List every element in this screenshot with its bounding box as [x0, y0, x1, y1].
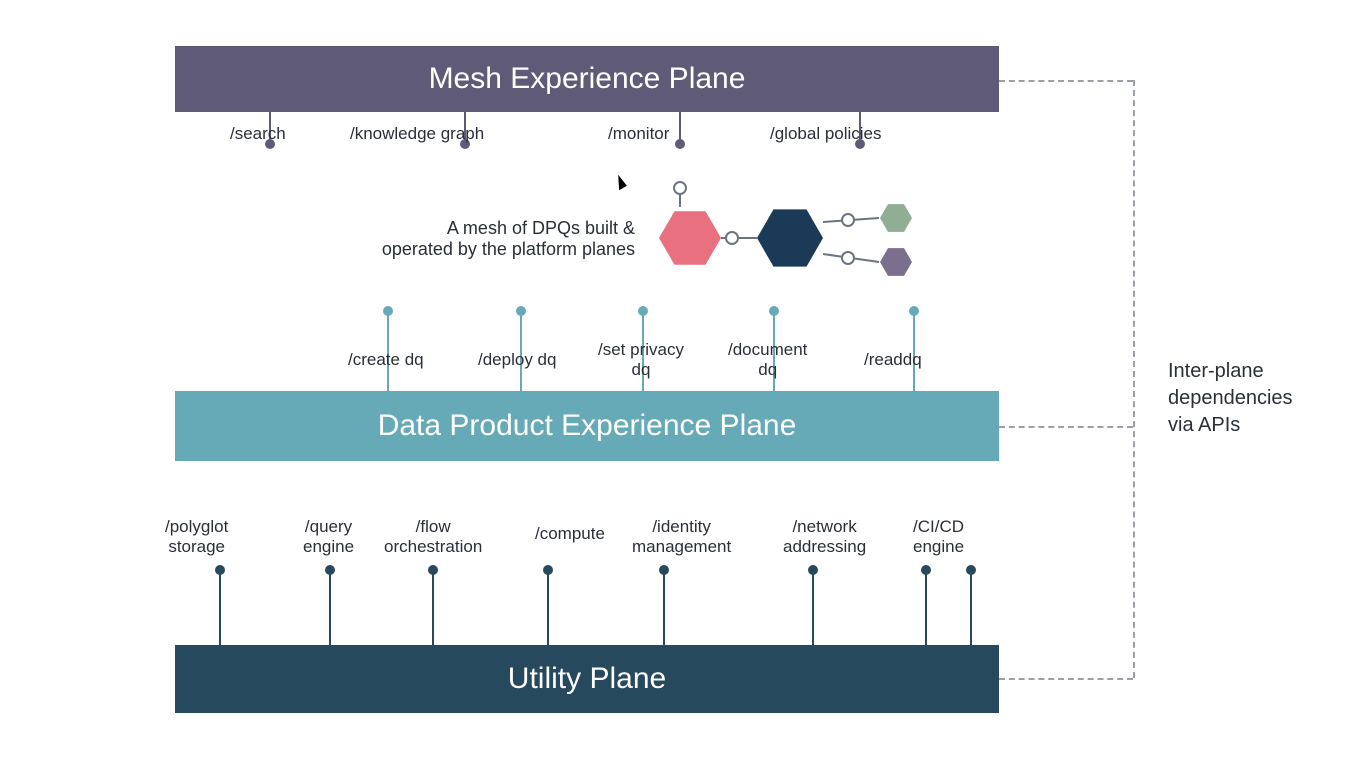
side-line2: dependencies [1168, 385, 1293, 412]
mesh-port [726, 232, 738, 244]
hexagon-node [880, 204, 912, 232]
dashed-connector-right [1133, 80, 1135, 678]
mesh-port [842, 214, 854, 226]
hexagon-node [757, 209, 823, 266]
side-line3: via APIs [1168, 412, 1293, 439]
mesh-port [842, 252, 854, 264]
hexagon-node [659, 211, 721, 265]
dashed-connector-middle [999, 426, 1133, 428]
diagram-stage: Mesh Experience Plane Data Product Exper… [0, 0, 1366, 769]
mesh-graph [0, 0, 1366, 769]
mesh-port [674, 182, 686, 194]
side-line1: Inter-plane [1168, 358, 1293, 385]
side-annotation: Inter-plane dependencies via APIs [1168, 358, 1293, 439]
dashed-connector-bottom [999, 678, 1133, 680]
dashed-connector-top [999, 80, 1133, 82]
hexagon-node [880, 248, 912, 276]
